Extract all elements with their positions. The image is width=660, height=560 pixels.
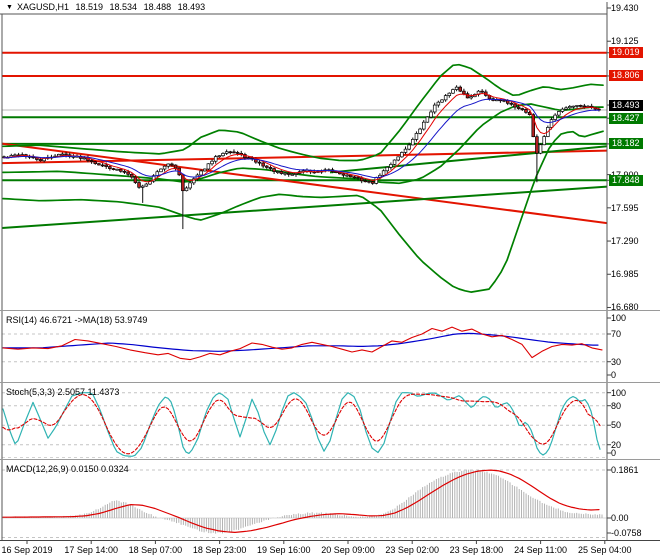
price-badge: 18.427 [609,112,643,124]
time-axis-label: 18 Sep 07:00 [128,545,183,555]
stoch-panel[interactable] [2,392,607,458]
collapse-ohlc-icon[interactable]: ▼ [6,4,13,11]
ohlc-close: 18.493 [177,2,206,12]
chart-title: ▼ XAGUSD,H1 18.519 18.534 18.488 18.493 [6,1,209,13]
rsi-indicator-label: RSI(14) 46.6721 ->MA(18) 53.9749 [6,315,148,325]
time-axis-label: 25 Sep 04:00 [578,545,632,555]
price-tick-label: 19.125 [611,36,639,47]
rsi-tick-label: 0 [611,370,617,380]
rsi-tick-label: 100 [611,313,627,323]
rsi-tick-label: 30 [611,356,622,367]
macd-tick-label: -0.0758 [611,528,642,538]
price-tick-label: 17.595 [611,202,639,213]
price-tick-label: 17.900 [611,170,639,180]
price-badge: 18.806 [609,70,643,82]
stoch-tick-label: 20 [611,439,622,450]
price-tick-label: 16.680 [611,302,639,313]
stoch-indicator-label: Stoch(5,3,3) 2.5057 11.4373 [6,387,120,397]
main-chart-panel[interactable] [2,51,607,293]
price-badge: 19.019 [609,47,643,59]
ohlc-high: 18.534 [109,2,138,12]
macd-panel[interactable] [2,469,607,539]
time-axis-label: 18 Sep 23:00 [192,545,247,555]
time-axis-label: 23 Sep 02:00 [385,545,439,555]
ohlc-open: 18.519 [75,2,103,12]
stoch-tick-label: 100 [611,387,627,398]
ohlc-low: 18.488 [143,2,172,12]
price-badge: 17.848 [609,174,643,186]
stoch-tick-label: 50 [611,420,622,431]
time-axis-label: 24 Sep 11:00 [514,545,568,555]
macd-tick-label: 0.00 [611,513,629,523]
time-axis-label: 23 Sep 18:00 [449,545,504,555]
rsi-tick-label: 70 [611,329,622,339]
time-axis-label: 19 Sep 16:00 [257,545,311,555]
rsi-panel[interactable] [2,326,607,363]
price-tick-label: 17.290 [611,236,639,247]
macd-indicator-label: MACD(12,26,9) 0.0150 0.0324 [6,464,129,474]
stoch-tick-label: 80 [611,400,622,411]
time-axis-label: 17 Sep 14:00 [64,545,118,555]
symbol-period: XAGUSD,H1 [16,2,69,12]
price-badge: 18.182 [609,138,643,150]
time-axis-label: 16 Sep 2019 [1,545,53,555]
macd-tick-label: 0.1861 [611,464,639,475]
price-badge: 18.493 [609,99,643,111]
price-tick-label: 16.985 [611,269,639,280]
price-tick-label: 19.430 [611,3,639,13]
stoch-tick-label: 0 [611,448,617,458]
time-axis-label: 20 Sep 09:00 [321,545,375,555]
